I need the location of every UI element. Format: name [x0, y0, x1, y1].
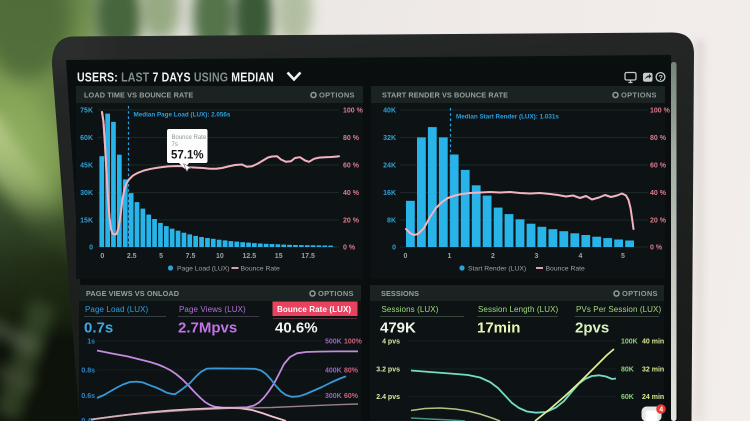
- svg-text:80 %: 80 %: [343, 135, 360, 142]
- svg-text:Bounce Rate: Bounce Rate: [241, 266, 281, 273]
- svg-text:Page Views (LUX): Page Views (LUX): [179, 305, 246, 314]
- svg-text:20 %: 20 %: [650, 218, 667, 225]
- svg-text:Page Load (LUX): Page Load (LUX): [177, 266, 230, 273]
- svg-text:80K: 80K: [621, 367, 634, 374]
- svg-text:Page Load (LUX): Page Load (LUX): [85, 305, 149, 314]
- svg-text:80%: 80%: [344, 368, 359, 375]
- svg-text:17min: 17min: [477, 320, 520, 337]
- svg-text:4: 4: [579, 253, 583, 260]
- svg-text:8K: 8K: [387, 218, 396, 225]
- svg-text:15K: 15K: [80, 218, 93, 225]
- svg-text:24 min: 24 min: [642, 394, 664, 401]
- svg-text:PVs Per Session (LUX): PVs Per Session (LUX): [576, 305, 661, 314]
- svg-text:40 %: 40 %: [343, 190, 360, 197]
- svg-text:0: 0: [89, 245, 93, 252]
- svg-text:100%: 100%: [344, 339, 363, 346]
- svg-text:START RENDER VS BOUNCE RATE: START RENDER VS BOUNCE RATE: [382, 91, 508, 100]
- svg-text:40K: 40K: [383, 108, 396, 115]
- svg-text:7.5: 7.5: [186, 253, 196, 260]
- svg-text:OPTIONS: OPTIONS: [621, 91, 657, 100]
- svg-text:Bounce Rate: Bounce Rate: [172, 135, 207, 141]
- svg-text:0.4s: 0.4s: [81, 418, 95, 421]
- svg-text:2.7Mpvs: 2.7Mpvs: [178, 320, 237, 337]
- svg-text:0.6s: 0.6s: [81, 393, 95, 400]
- svg-text:60%: 60%: [344, 393, 359, 400]
- svg-text:100 %: 100 %: [650, 108, 671, 115]
- svg-text:0: 0: [100, 253, 104, 260]
- svg-text:75K: 75K: [80, 108, 93, 115]
- svg-text:PAGE VIEWS VS ONLOAD: PAGE VIEWS VS ONLOAD: [86, 289, 179, 298]
- svg-text:LOAD TIME VS BOUNCE RATE: LOAD TIME VS BOUNCE RATE: [84, 91, 193, 100]
- svg-text:17.5: 17.5: [301, 253, 315, 260]
- svg-text:2.4 pvs: 2.4 pvs: [376, 394, 400, 401]
- svg-text:479K: 479K: [380, 320, 416, 337]
- svg-text:4 pvs: 4 pvs: [382, 339, 400, 346]
- svg-text:OPTIONS: OPTIONS: [622, 289, 658, 298]
- svg-text:0: 0: [404, 253, 408, 260]
- svg-text:10: 10: [216, 253, 224, 260]
- svg-text:60K: 60K: [80, 135, 93, 142]
- svg-text:12.5: 12.5: [242, 253, 256, 260]
- svg-text:4: 4: [659, 407, 663, 414]
- svg-text:24K: 24K: [383, 163, 396, 170]
- svg-text:40.6%: 40.6%: [275, 320, 318, 337]
- svg-text:?: ?: [658, 73, 663, 82]
- svg-text:80 %: 80 %: [650, 135, 667, 142]
- svg-text:OPTIONS: OPTIONS: [319, 91, 355, 100]
- svg-text:OPTIONS: OPTIONS: [318, 289, 354, 298]
- svg-text:100K: 100K: [621, 339, 638, 346]
- svg-text:60K: 60K: [621, 394, 634, 401]
- svg-text:Bounce Rate (LUX): Bounce Rate (LUX): [277, 305, 351, 314]
- svg-text:2: 2: [491, 253, 495, 260]
- svg-text:Sessions (LUX): Sessions (LUX): [382, 305, 439, 314]
- svg-text:0 %: 0 %: [650, 245, 663, 252]
- svg-text:100 %: 100 %: [343, 108, 364, 115]
- svg-text:Bounce Rate: Bounce Rate: [546, 266, 586, 273]
- svg-text:USERS: LAST 7 DAYS USING MEDIA: USERS: LAST 7 DAYS USING MEDIAN: [77, 71, 274, 85]
- svg-text:2pvs: 2pvs: [575, 320, 609, 337]
- svg-text:300K: 300K: [325, 393, 342, 400]
- svg-text:3: 3: [535, 253, 539, 260]
- svg-text:30K: 30K: [80, 190, 93, 197]
- svg-text:1: 1: [448, 253, 452, 260]
- svg-text:32K: 32K: [383, 135, 396, 142]
- svg-text:16K: 16K: [383, 190, 396, 197]
- svg-text:2.5: 2.5: [127, 253, 137, 260]
- svg-text:Median Start Render (LUX): 1.0: Median Start Render (LUX): 1.031s: [456, 114, 559, 121]
- svg-text:0 %: 0 %: [343, 245, 356, 252]
- svg-text:32 min: 32 min: [642, 367, 664, 374]
- svg-text:60 %: 60 %: [343, 163, 360, 170]
- svg-text:SESSIONS: SESSIONS: [381, 289, 419, 298]
- svg-text:3.2 pvs: 3.2 pvs: [376, 367, 400, 374]
- svg-text:5: 5: [621, 253, 625, 260]
- svg-text:0.8s: 0.8s: [81, 368, 95, 375]
- svg-text:Session Length (LUX): Session Length (LUX): [478, 305, 559, 314]
- svg-text:40 %: 40 %: [650, 190, 667, 197]
- svg-text:45K: 45K: [80, 163, 93, 170]
- svg-text:Median Page Load (LUX): 2.056s: Median Page Load (LUX): 2.056s: [134, 112, 231, 119]
- svg-text:1s: 1s: [87, 339, 95, 346]
- svg-text:400K: 400K: [325, 368, 342, 375]
- svg-text:500K: 500K: [325, 339, 342, 346]
- svg-text:Start Render (LUX): Start Render (LUX): [468, 266, 526, 273]
- svg-text:0: 0: [392, 245, 396, 252]
- svg-text:7s: 7s: [172, 142, 178, 148]
- svg-text:40 min: 40 min: [642, 339, 664, 346]
- svg-text:0.7s: 0.7s: [84, 320, 113, 337]
- svg-text:60 %: 60 %: [650, 163, 667, 170]
- svg-text:20 %: 20 %: [343, 218, 360, 225]
- svg-text:57.1%: 57.1%: [171, 150, 204, 162]
- svg-text:5: 5: [159, 253, 163, 260]
- svg-text:15: 15: [275, 253, 283, 260]
